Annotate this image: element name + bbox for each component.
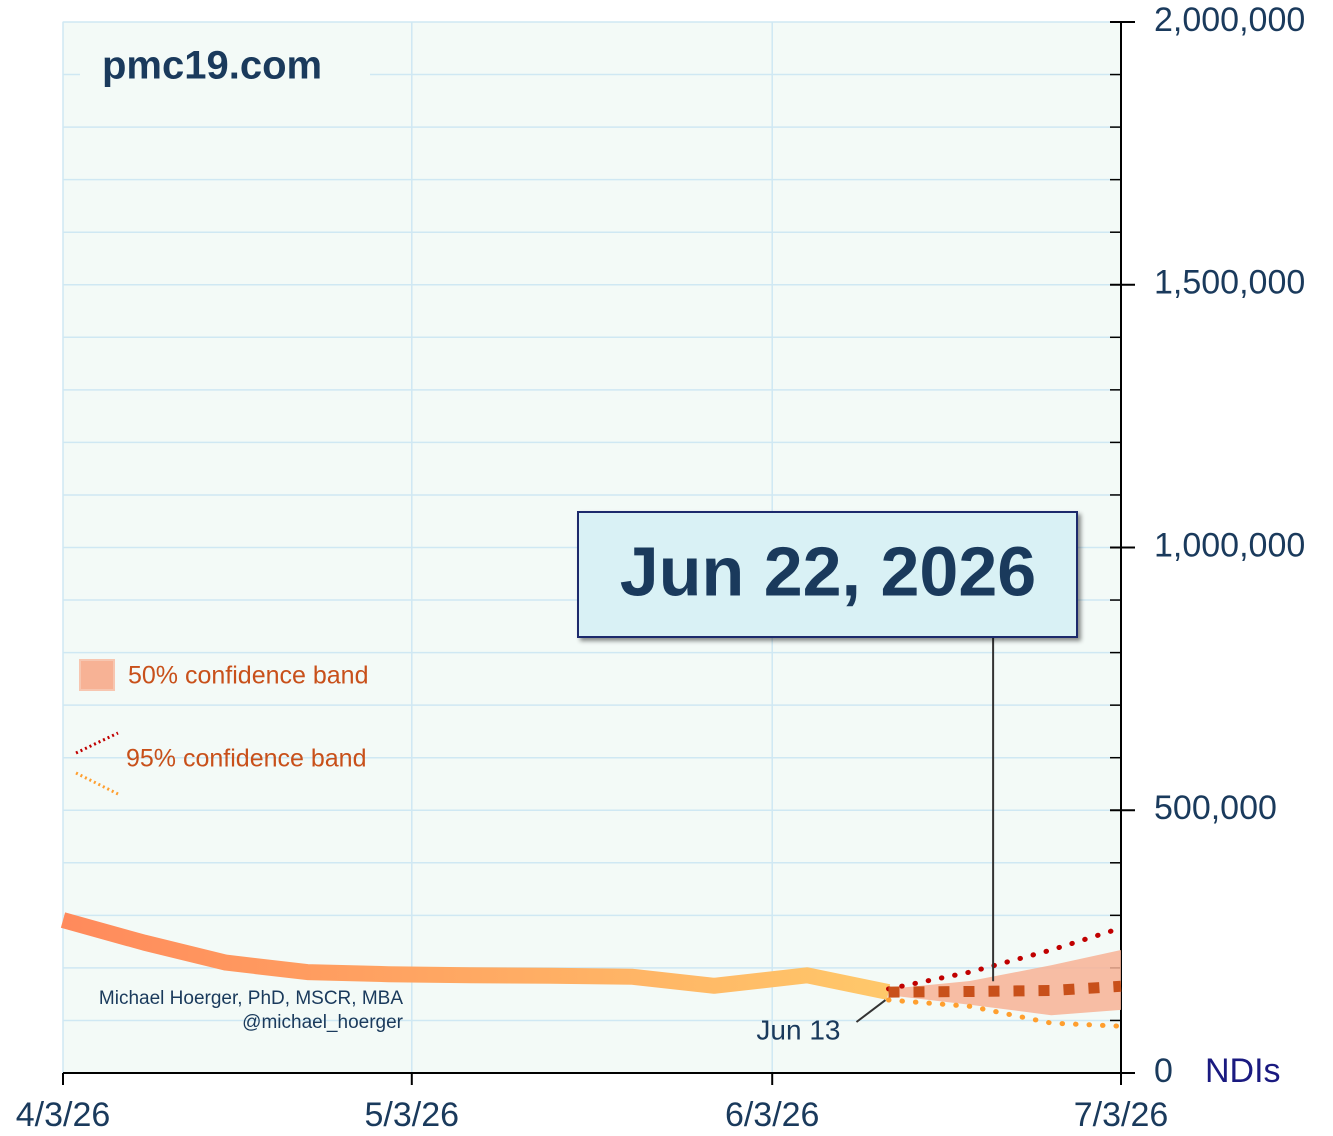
y-tick-label: 1,500,000: [1154, 264, 1305, 302]
chart-title: pmc19.com: [102, 44, 322, 88]
confidence-95-lower: [886, 997, 1124, 1029]
confidence-band-50: [888, 950, 1121, 1016]
x-tick-label: 6/3/26: [725, 1096, 820, 1134]
y-tick-label: 1,000,000: [1154, 526, 1305, 564]
annotation-leader: [855, 999, 887, 1023]
credit: @michael_hoerger: [242, 1012, 403, 1033]
annotation-text: Jun 13: [756, 1014, 840, 1045]
annotation-text: Jun 22, 2026: [620, 532, 1036, 610]
confidence-95-upper: [886, 925, 1124, 992]
y-unit-label: NDIs: [1205, 1052, 1281, 1090]
x-tick-label: 5/3/26: [365, 1096, 460, 1134]
x-tick-label: 7/3/26: [1074, 1096, 1169, 1134]
title-background: [80, 38, 370, 98]
y-tick-label: 2,000,000: [1154, 1, 1305, 39]
x-tick-label: 4/3/26: [16, 1096, 111, 1134]
annotation-box: [577, 511, 1078, 638]
y-tick-label: 0: [1154, 1052, 1173, 1090]
legend-swatch-50: [79, 659, 115, 691]
credit: Michael Hoerger, PhD, MSCR, MBA: [99, 988, 403, 1009]
observed-line: [60, 912, 891, 1000]
y-tick-label: 500,000: [1154, 789, 1277, 827]
legend-label: 50% confidence band: [128, 662, 368, 690]
legend-label: 95% confidence band: [126, 745, 366, 773]
